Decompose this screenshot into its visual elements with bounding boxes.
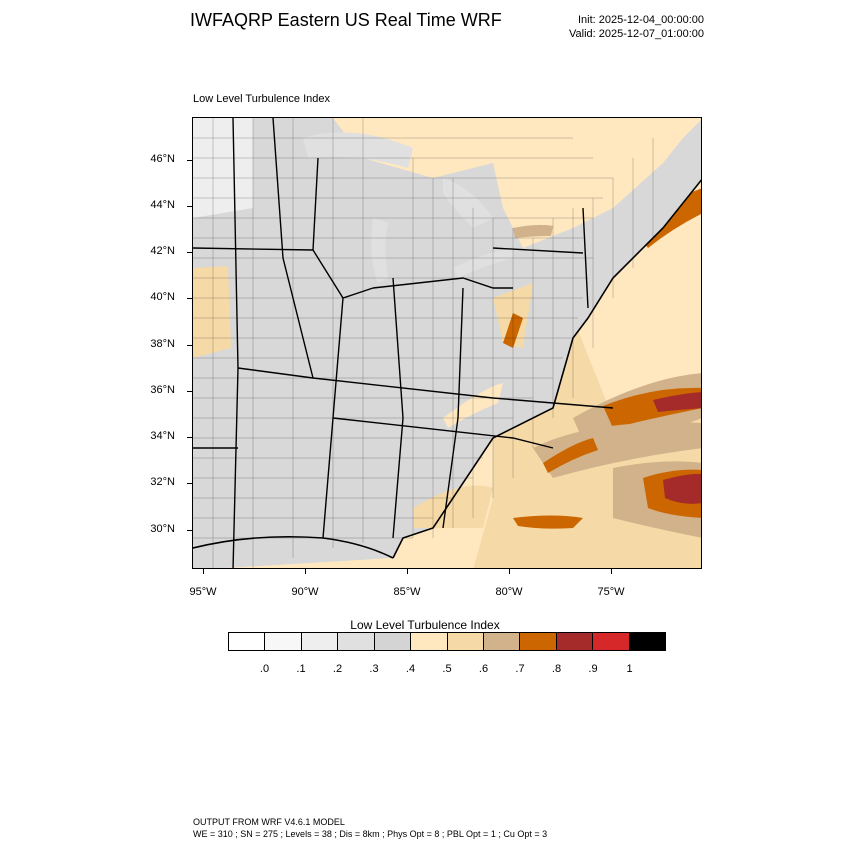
tick	[203, 569, 204, 574]
field-land-light	[193, 118, 253, 218]
colorbar-segment	[593, 633, 630, 650]
colorbar-segment	[374, 633, 412, 650]
colorbar-label: .0	[259, 663, 270, 675]
lon-label: 80°W	[495, 586, 523, 598]
field-land	[193, 118, 701, 568]
lat-label: 38°N	[150, 338, 175, 350]
map-subtitle: Low Level Turbulence Index	[193, 93, 330, 105]
colorbar-segment	[338, 633, 375, 650]
model-footer: OUTPUT FROM WRF V4.6.1 MODEL WE = 310 ; …	[193, 816, 547, 840]
lat-label: 36°N	[150, 384, 175, 396]
lake-superior	[303, 132, 413, 168]
colorbar-label: .3	[369, 663, 379, 675]
tick	[187, 298, 192, 299]
colorbar-segment	[301, 633, 339, 650]
tick	[187, 206, 192, 207]
lat-label: 30°N	[150, 523, 175, 535]
chart-title: IWFAQRP Eastern US Real Time WRF	[190, 10, 502, 30]
colorbar-label: .8	[551, 663, 562, 675]
turbulence-map	[192, 117, 702, 569]
colorbar-segment	[229, 633, 266, 650]
field-band-orange-2	[543, 438, 598, 473]
lake-erie	[453, 248, 513, 278]
colorbar	[228, 632, 666, 651]
lon-label: 95°W	[189, 586, 217, 598]
lat-label: 46°N	[150, 153, 175, 165]
field-band-red-1	[653, 392, 701, 412]
tick	[187, 345, 192, 346]
colorbar-segment	[520, 633, 557, 650]
init-time: Init: 2025-12-04_00:00:00	[578, 14, 704, 26]
map-svg	[193, 118, 701, 568]
footer-line-1: OUTPUT FROM WRF V4.6.1 MODEL	[193, 817, 345, 827]
tick	[187, 437, 192, 438]
colorbar-segment	[556, 633, 594, 650]
lat-label: 34°N	[150, 430, 175, 442]
field-tan-west	[193, 266, 231, 358]
field-band-orange-4	[513, 515, 583, 529]
lat-label: 32°N	[150, 476, 175, 488]
gulf-coastline	[193, 535, 394, 559]
colorbar-segment	[265, 633, 302, 650]
tick	[187, 252, 192, 253]
colorbar-label: .1	[296, 663, 306, 675]
colorbar-segment	[411, 633, 448, 650]
lake-ontario	[513, 224, 553, 238]
colorbar-segment	[447, 633, 484, 650]
colorbar-label: .2	[332, 663, 343, 675]
colorbar-segment	[483, 633, 521, 650]
tick	[407, 569, 408, 574]
field-ocean-light	[573, 258, 701, 418]
tick	[509, 569, 510, 574]
tick	[611, 569, 612, 574]
tick	[187, 483, 192, 484]
lat-label: 42°N	[150, 245, 175, 257]
lon-label: 85°W	[393, 586, 421, 598]
lat-label: 40°N	[150, 291, 175, 303]
lake-huron	[443, 178, 493, 228]
coastline	[392, 179, 701, 559]
lake-michigan	[371, 218, 388, 283]
tick	[187, 160, 192, 161]
colorbar-label: .4	[405, 663, 416, 675]
colorbar-label: .7	[515, 663, 525, 675]
tick	[305, 569, 306, 574]
colorbar-segment	[629, 633, 666, 650]
county-lines	[193, 118, 654, 568]
tick	[187, 530, 192, 531]
colorbar-label: .9	[588, 663, 598, 675]
time-info: Init: 2025-12-04_00:00:00 Valid: 2025-12…	[569, 13, 704, 41]
field-band-brown-2	[533, 422, 701, 478]
tick	[187, 391, 192, 392]
lat-label: 44°N	[150, 199, 175, 211]
colorbar-label: .6	[478, 663, 489, 675]
valid-time: Valid: 2025-12-07_01:00:00	[569, 28, 704, 40]
colorbar-label: .5	[442, 663, 452, 675]
lon-label: 75°W	[597, 586, 625, 598]
colorbar-label: 1	[626, 663, 633, 675]
lon-label: 90°W	[291, 586, 319, 598]
colorbar-title: Low Level Turbulence Index	[350, 618, 500, 632]
footer-line-2: WE = 310 ; SN = 275 ; Levels = 38 ; Dis …	[193, 829, 548, 839]
field-band-red-2	[663, 473, 701, 504]
